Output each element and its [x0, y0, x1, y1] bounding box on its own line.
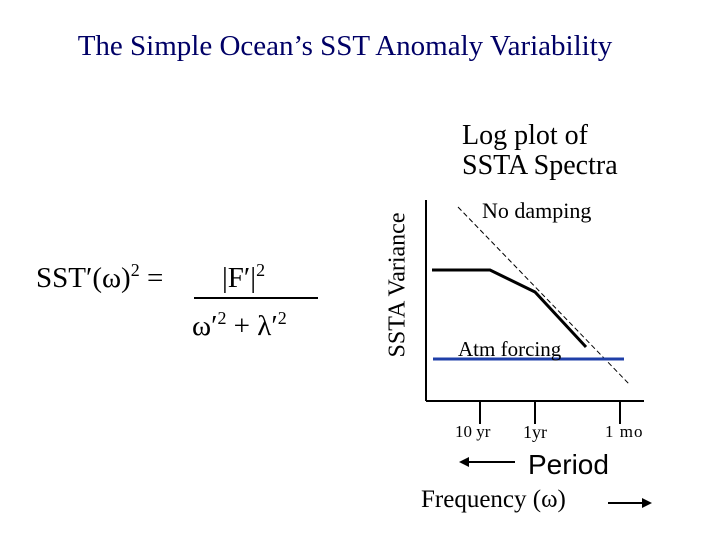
- x-tick-label-1yr: 1yr: [523, 422, 547, 442]
- equation-denominator-lambda-exponent: 2: [277, 307, 287, 328]
- equation-lhs-exponent: 2: [130, 259, 140, 280]
- plot-caption-line1: Log plot of: [462, 120, 588, 151]
- slide-title: The Simple Ocean’s SST Anomaly Variabili…: [77, 30, 613, 62]
- equation-numerator-exponent: 2: [256, 259, 266, 280]
- equation-equals: =: [139, 262, 164, 294]
- equation-denominator-omega: ω′: [192, 310, 218, 342]
- frequency-arrow-icon: [642, 498, 652, 508]
- y-axis-label: SSTA Variance: [384, 212, 411, 358]
- equation-denominator-omega-exponent: 2: [217, 307, 227, 328]
- x-tick-label-10yr: 10 yr: [455, 422, 491, 441]
- equation-denominator: ω′2 + λ′2: [192, 307, 287, 343]
- atm-forcing-label: Atm forcing: [458, 337, 562, 361]
- equation-lhs: SST′(ω)2 =: [36, 259, 164, 295]
- equation-lhs-base: SST′(ω): [36, 262, 131, 294]
- damped-spectrum-curve: [432, 268, 588, 349]
- frequency-label: Frequency (ω): [421, 486, 566, 513]
- x-tick-label-1mo: 1 mo: [605, 422, 644, 441]
- period-label: Period: [528, 449, 609, 480]
- no-damping-label: No damping: [482, 198, 592, 223]
- equation-denominator-lambda: + λ′: [226, 310, 278, 342]
- plot-caption-line2: SSTA Spectra: [462, 150, 618, 181]
- equation-numerator: |F′|2: [222, 259, 266, 295]
- no-damping-curve: [457, 206, 631, 386]
- period-arrow-icon: [459, 457, 469, 467]
- equation-numerator-base: |F′|: [222, 262, 257, 294]
